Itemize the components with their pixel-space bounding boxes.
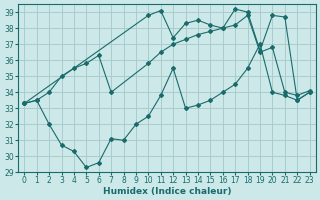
X-axis label: Humidex (Indice chaleur): Humidex (Indice chaleur) — [103, 187, 231, 196]
